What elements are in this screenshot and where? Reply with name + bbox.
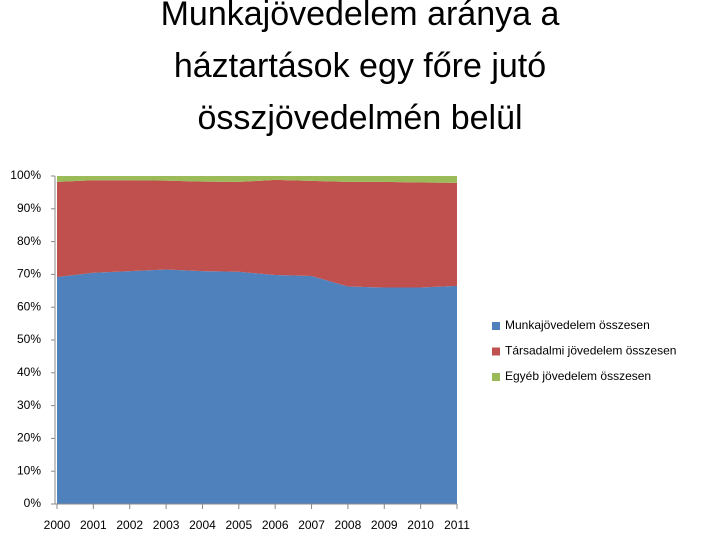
chart-title: összjövedelmén belül bbox=[197, 99, 522, 137]
chart-title: Munkajövedelem aránya a bbox=[161, 0, 560, 33]
y-tick-label: 70% bbox=[17, 267, 41, 281]
x-tick-label: 2002 bbox=[116, 518, 143, 532]
y-tick-label: 40% bbox=[17, 365, 41, 379]
x-tick-label: 2010 bbox=[407, 518, 434, 532]
area bbox=[57, 179, 457, 288]
x-tick-label: 2008 bbox=[335, 518, 362, 532]
x-tick-label: 2011 bbox=[444, 518, 470, 532]
chart-title: háztartások egy főre jutó bbox=[174, 47, 546, 85]
x-tick-label: 2007 bbox=[298, 518, 325, 532]
area bbox=[57, 269, 457, 504]
x-tick-label: 2004 bbox=[189, 518, 216, 532]
y-tick-label: 60% bbox=[17, 299, 41, 313]
x-tick-label: 2006 bbox=[262, 518, 289, 532]
x-tick-label: 2001 bbox=[80, 518, 107, 532]
x-tick-label: 2000 bbox=[44, 518, 71, 532]
legend-swatch bbox=[492, 322, 500, 330]
y-tick-label: 100% bbox=[10, 168, 41, 182]
y-tick-label: 20% bbox=[17, 431, 41, 445]
legend-label: Munkajövedelem összesen bbox=[505, 318, 650, 332]
legend-label: Társadalmi jövedelem összesen bbox=[505, 344, 676, 358]
y-tick-label: 0% bbox=[24, 496, 42, 510]
y-tick-label: 30% bbox=[17, 398, 41, 412]
y-tick-label: 90% bbox=[17, 201, 41, 215]
legend-label: Egyéb jövedelem összesen bbox=[505, 369, 651, 383]
legend-swatch bbox=[492, 373, 500, 381]
area bbox=[57, 176, 457, 183]
legend-swatch bbox=[492, 347, 500, 356]
y-tick-label: 10% bbox=[17, 463, 41, 477]
x-tick-label: 2009 bbox=[371, 518, 398, 532]
y-tick-label: 50% bbox=[17, 332, 41, 346]
x-tick-label: 2003 bbox=[153, 518, 180, 532]
x-tick-label: 2005 bbox=[225, 518, 252, 532]
y-tick-label: 80% bbox=[17, 234, 41, 248]
